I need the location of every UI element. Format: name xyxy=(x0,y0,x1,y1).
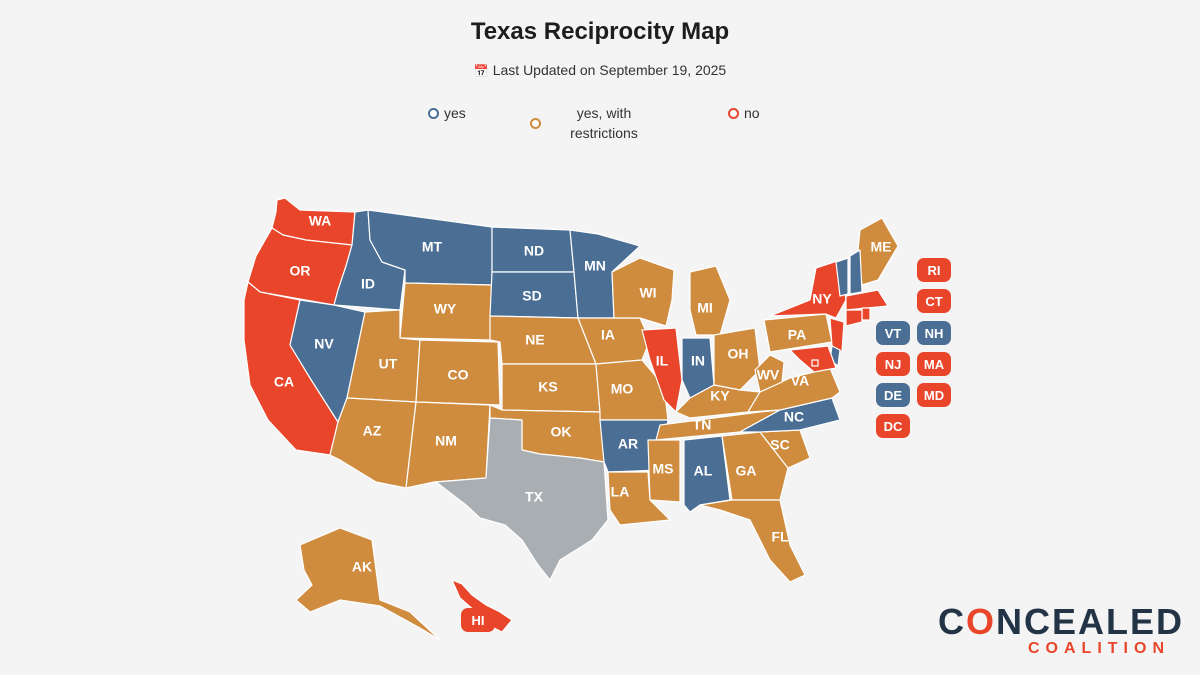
state-me[interactable] xyxy=(857,217,899,286)
state-tx[interactable] xyxy=(435,417,609,581)
callout-ri[interactable]: RI xyxy=(917,258,951,282)
state-nj[interactable] xyxy=(829,317,845,353)
state-label-ms: MS xyxy=(653,461,674,477)
state-label-sc: SC xyxy=(770,437,789,453)
state-label-ut: UT xyxy=(379,356,398,372)
state-label-in: IN xyxy=(691,353,705,369)
state-ma[interactable] xyxy=(845,289,889,311)
concealed-coalition-logo: CONCEALED COALITION xyxy=(938,604,1188,658)
callout-md[interactable]: MD xyxy=(917,383,951,407)
state-co[interactable] xyxy=(415,339,501,406)
page-title: Texas Reciprocity Map xyxy=(470,18,730,45)
state-va[interactable] xyxy=(747,367,841,413)
state-label-wi: WI xyxy=(639,285,656,301)
logo-target-o: O xyxy=(966,601,997,642)
state-label-ia: IA xyxy=(601,327,615,343)
last-updated: 📅 Last Updated on September 19, 2025 xyxy=(0,62,1200,78)
state-fl[interactable] xyxy=(699,499,806,583)
state-ak[interactable] xyxy=(295,527,441,641)
logo-letter-c: C xyxy=(938,601,966,642)
legend-restricted: yes, with restrictions xyxy=(530,103,670,143)
state-la[interactable] xyxy=(607,471,671,526)
state-label-nv: NV xyxy=(314,336,334,352)
state-label-ky: KY xyxy=(710,388,730,404)
legend-no: no xyxy=(728,103,760,123)
state-label-me: ME xyxy=(871,239,892,255)
callout-nj[interactable]: NJ xyxy=(876,352,910,376)
state-label-il: IL xyxy=(656,353,669,369)
state-ri[interactable] xyxy=(861,307,871,321)
state-label-nd: ND xyxy=(524,243,544,259)
callout-de[interactable]: DE xyxy=(876,383,910,407)
state-label-co: CO xyxy=(448,367,469,383)
callout-vt[interactable]: VT xyxy=(876,321,910,345)
legend-restricted-marker xyxy=(530,118,541,129)
state-label-nc: NC xyxy=(784,409,804,425)
state-label-ny: NY xyxy=(812,291,832,307)
state-label-mo: MO xyxy=(611,381,634,397)
state-label-nm: NM xyxy=(435,433,457,449)
state-label-fl: FL xyxy=(771,529,789,545)
state-dc[interactable] xyxy=(811,359,819,367)
state-ms[interactable] xyxy=(647,439,681,503)
state-label-id: ID xyxy=(361,276,375,292)
state-hi[interactable] xyxy=(451,579,513,633)
legend-restricted-label: yes, with restrictions xyxy=(570,105,638,141)
state-label-oh: OH xyxy=(728,346,749,362)
state-label-ca: CA xyxy=(274,374,294,390)
state-az[interactable] xyxy=(329,397,417,489)
state-oh[interactable] xyxy=(713,327,761,391)
callout-ct[interactable]: CT xyxy=(917,289,951,313)
state-label-sd: SD xyxy=(522,288,541,304)
state-ny[interactable] xyxy=(769,259,847,319)
last-updated-text: Last Updated on September 19, 2025 xyxy=(492,62,727,78)
callout-hi[interactable]: HI xyxy=(461,608,495,632)
state-label-ok: OK xyxy=(551,424,572,440)
callout-dc[interactable]: DC xyxy=(876,414,910,438)
state-nh[interactable] xyxy=(849,249,863,295)
state-label-ak: AK xyxy=(352,559,372,575)
state-label-ne: NE xyxy=(525,332,544,348)
state-label-tx: TX xyxy=(525,489,544,505)
state-label-pa: PA xyxy=(788,327,806,343)
callout-nh[interactable]: NH xyxy=(917,321,951,345)
state-ga[interactable] xyxy=(721,431,789,501)
state-label-mt: MT xyxy=(422,239,443,255)
state-label-wa: WA xyxy=(309,213,332,229)
state-wv[interactable] xyxy=(754,354,785,393)
legend-yes: yes xyxy=(428,103,466,123)
legend-no-label: no xyxy=(744,105,760,121)
state-label-va: VA xyxy=(791,373,809,389)
state-label-mn: MN xyxy=(584,258,606,274)
legend-yes-label: yes xyxy=(444,105,466,121)
legend-yes-marker xyxy=(428,108,439,119)
state-label-tn: TN xyxy=(693,417,712,433)
state-label-la: LA xyxy=(611,484,630,500)
calendar-icon: 📅 xyxy=(473,64,489,78)
state-label-az: AZ xyxy=(363,423,382,439)
state-md[interactable] xyxy=(789,345,837,373)
state-label-ks: KS xyxy=(538,379,557,395)
state-label-or: OR xyxy=(290,263,311,279)
state-ky[interactable] xyxy=(675,384,761,419)
logo-subword: COALITION xyxy=(1028,640,1170,657)
state-label-wv: WV xyxy=(757,367,780,383)
logo-wordmark: CONCEALED xyxy=(938,604,1188,640)
state-vt[interactable] xyxy=(835,257,849,297)
legend-no-marker xyxy=(728,108,739,119)
state-label-ar: AR xyxy=(618,436,638,452)
state-label-ga: GA xyxy=(736,463,757,479)
logo-word-rest: NCEALED xyxy=(996,601,1185,642)
state-label-wy: WY xyxy=(434,301,457,317)
callout-ma[interactable]: MA xyxy=(917,352,951,376)
state-label-al: AL xyxy=(694,463,713,479)
state-label-mi: MI xyxy=(697,300,713,316)
state-wi[interactable] xyxy=(611,257,675,327)
state-ct[interactable] xyxy=(845,309,863,327)
